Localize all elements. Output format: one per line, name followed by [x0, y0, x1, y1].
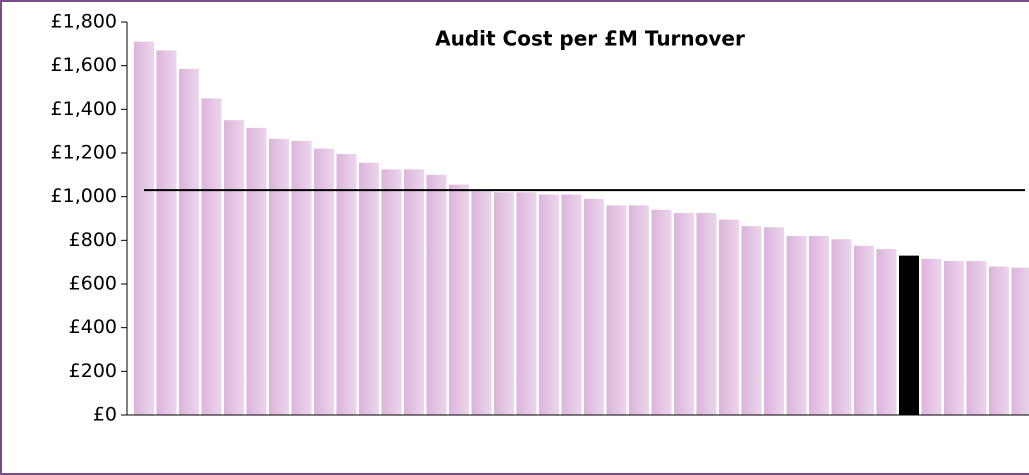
bar [426, 174, 447, 415]
bar [584, 198, 604, 415]
bar [764, 227, 784, 415]
bar [179, 68, 199, 416]
bar [134, 41, 154, 416]
bar [561, 194, 582, 415]
bar [651, 209, 672, 415]
bar [809, 235, 829, 415]
bar [404, 169, 424, 415]
bar [336, 154, 357, 415]
bar [944, 261, 964, 415]
bar [246, 127, 267, 416]
bar [516, 192, 537, 415]
bar [359, 162, 379, 415]
y-tick-label: £1,600 [51, 54, 117, 76]
y-tick-label: £800 [69, 229, 117, 251]
bar [494, 192, 514, 415]
chart-title: Audit Cost per £M Turnover [435, 27, 745, 51]
bar [629, 205, 649, 415]
y-tick-label: £600 [69, 273, 117, 295]
bar [966, 261, 987, 415]
bar [899, 255, 919, 415]
bar [224, 120, 244, 415]
bar [201, 98, 222, 416]
bar [449, 184, 469, 415]
bar [989, 266, 1009, 415]
bar [381, 169, 402, 415]
bar [539, 194, 559, 415]
bar [696, 213, 717, 415]
bar [291, 140, 312, 415]
bar [831, 239, 852, 415]
bar [674, 213, 694, 415]
y-tick-label: £200 [69, 360, 117, 382]
bar [719, 219, 739, 415]
bar [741, 226, 762, 415]
bar [156, 50, 177, 416]
bar [314, 148, 334, 415]
y-tick-label: £1,400 [51, 98, 117, 120]
y-tick-label: £0 [93, 404, 117, 426]
bar [854, 245, 874, 415]
bar [471, 191, 492, 415]
bar [606, 205, 627, 415]
bar [786, 235, 807, 415]
y-tick-label: £1,800 [51, 11, 117, 33]
bar [921, 258, 942, 415]
bar [269, 138, 289, 415]
y-tick-label: £1,200 [51, 142, 117, 164]
bar [1011, 267, 1029, 415]
y-tick-label: £400 [69, 316, 117, 338]
bar [876, 249, 897, 415]
y-tick-label: £1,000 [51, 185, 117, 207]
